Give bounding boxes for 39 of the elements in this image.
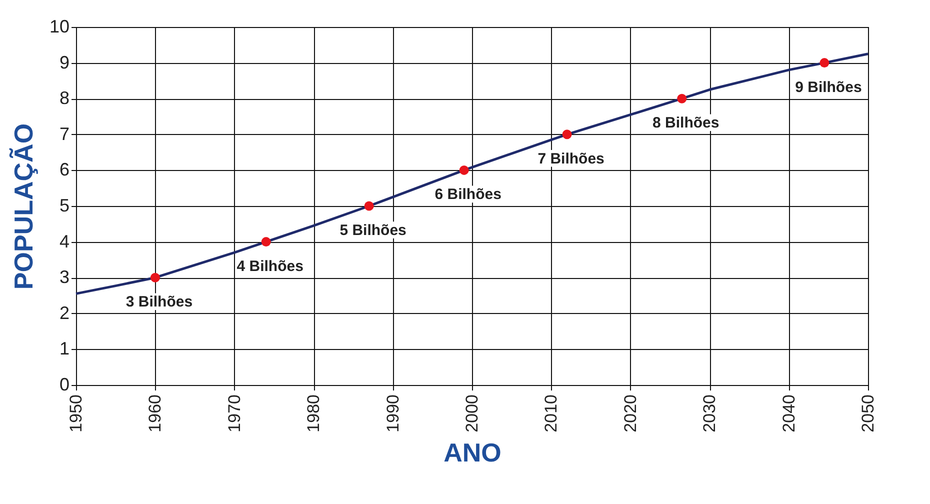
x-tick-label: 1980 xyxy=(304,394,324,432)
x-tick-label: 2040 xyxy=(779,394,798,432)
annotation: 6 Bilhões xyxy=(434,186,502,204)
y-tick-label: 3 xyxy=(59,267,70,288)
y-tick-label: 0 xyxy=(59,374,70,394)
x-tick-label: 2050 xyxy=(858,394,878,432)
annotation: 5 Bilhões xyxy=(340,222,406,239)
x-tick-label: 2010 xyxy=(542,394,561,432)
x-tick-label: 2000 xyxy=(462,394,482,432)
annotation: 8 Bilhões xyxy=(652,114,720,132)
point xyxy=(261,237,271,247)
x-tick-label: 2020 xyxy=(620,394,640,432)
annotation: 9 Bilhões xyxy=(795,78,862,96)
point xyxy=(820,58,830,68)
y-axis-title: POPULAÇÃO xyxy=(8,123,38,290)
x-axis-title: ANO xyxy=(444,437,502,468)
y-tick-label: 10 xyxy=(49,16,70,36)
point xyxy=(150,272,160,282)
point xyxy=(562,130,572,140)
x-tick-label: 1970 xyxy=(224,394,244,432)
annotation: 4 Bilhões xyxy=(236,258,304,275)
x-tick-label: 1990 xyxy=(383,394,402,432)
y-tick-label: 1 xyxy=(59,338,70,359)
annotation: 7 Bilhões xyxy=(538,150,604,168)
y-tick-label: 2 xyxy=(59,302,70,323)
y-tick-label: 9 xyxy=(59,52,70,72)
y-tick-label: 4 xyxy=(59,231,70,252)
point xyxy=(364,201,374,211)
x-tick-label: 1960 xyxy=(146,394,165,432)
point xyxy=(459,165,469,175)
annotation: 3 Bilhões xyxy=(126,294,193,311)
y-tick-label: 7 xyxy=(59,124,70,144)
x-tick-label: 2030 xyxy=(700,394,720,432)
y-tick-label: 6 xyxy=(59,160,70,180)
y-tick-label: 8 xyxy=(59,88,70,108)
line-series xyxy=(74,52,870,295)
point xyxy=(677,94,687,104)
x-tick-label: 1950 xyxy=(66,394,86,432)
y-tick-label: 5 xyxy=(59,196,70,216)
